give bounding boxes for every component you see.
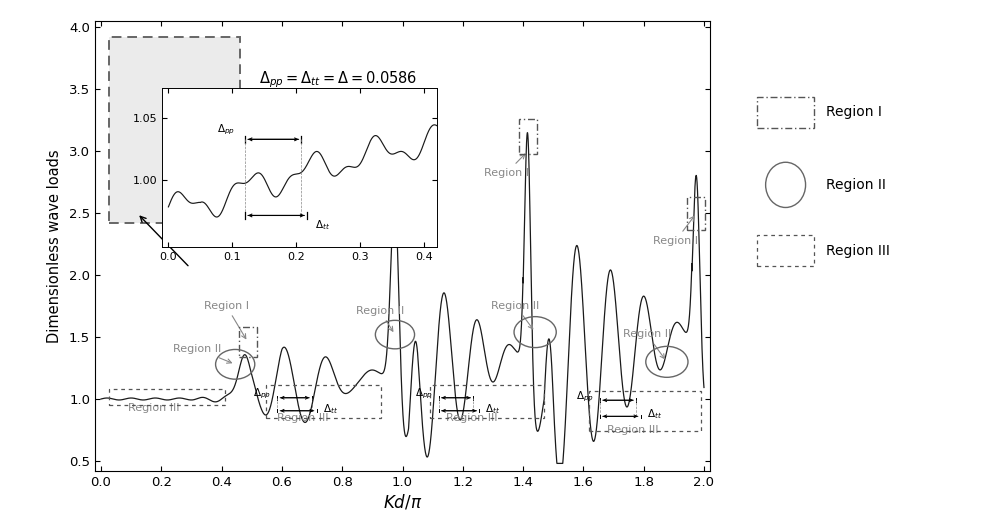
Text: Region III: Region III — [826, 244, 889, 257]
Text: $\Delta_{pp}$: $\Delta_{pp}$ — [217, 122, 236, 137]
Text: Region I: Region I — [653, 217, 698, 246]
Text: $\Delta_{pp}$: $\Delta_{pp}$ — [576, 389, 594, 404]
Text: Region II: Region II — [173, 344, 231, 363]
Text: $\Delta_{tt}$: $\Delta_{tt}$ — [485, 402, 501, 416]
X-axis label: $Kd/\pi$: $Kd/\pi$ — [383, 493, 422, 512]
Text: $\Delta_{pp}$: $\Delta_{pp}$ — [253, 387, 271, 401]
FancyBboxPatch shape — [109, 37, 240, 223]
Text: Region II: Region II — [826, 178, 885, 192]
Text: $\Delta_{tt}$: $\Delta_{tt}$ — [323, 402, 338, 416]
Text: Region I: Region I — [484, 154, 529, 178]
Text: $\Delta_{pp} = \Delta_{tt} = \Delta = 0.0586$: $\Delta_{pp} = \Delta_{tt} = \Delta = 0.… — [259, 69, 418, 90]
Text: $\Delta_{pp}$: $\Delta_{pp}$ — [415, 387, 433, 401]
Text: Region I: Region I — [826, 105, 881, 119]
Text: Region III: Region III — [277, 413, 329, 423]
Text: Region II: Region II — [356, 305, 404, 331]
Text: Region III: Region III — [607, 425, 659, 435]
Text: Region II: Region II — [623, 329, 671, 359]
Text: Region I: Region I — [347, 204, 392, 234]
Text: Region II: Region II — [491, 301, 540, 329]
Text: $\Delta_{tt}$: $\Delta_{tt}$ — [647, 408, 662, 421]
Text: Region III: Region III — [128, 403, 180, 413]
Text: $\Delta_{tt}$: $\Delta_{tt}$ — [315, 218, 330, 232]
Text: Region I: Region I — [204, 301, 249, 338]
Y-axis label: Dimensionless wave loads: Dimensionless wave loads — [47, 149, 62, 343]
Text: Region III: Region III — [446, 413, 498, 423]
Text: Region I: Region I — [240, 231, 287, 245]
